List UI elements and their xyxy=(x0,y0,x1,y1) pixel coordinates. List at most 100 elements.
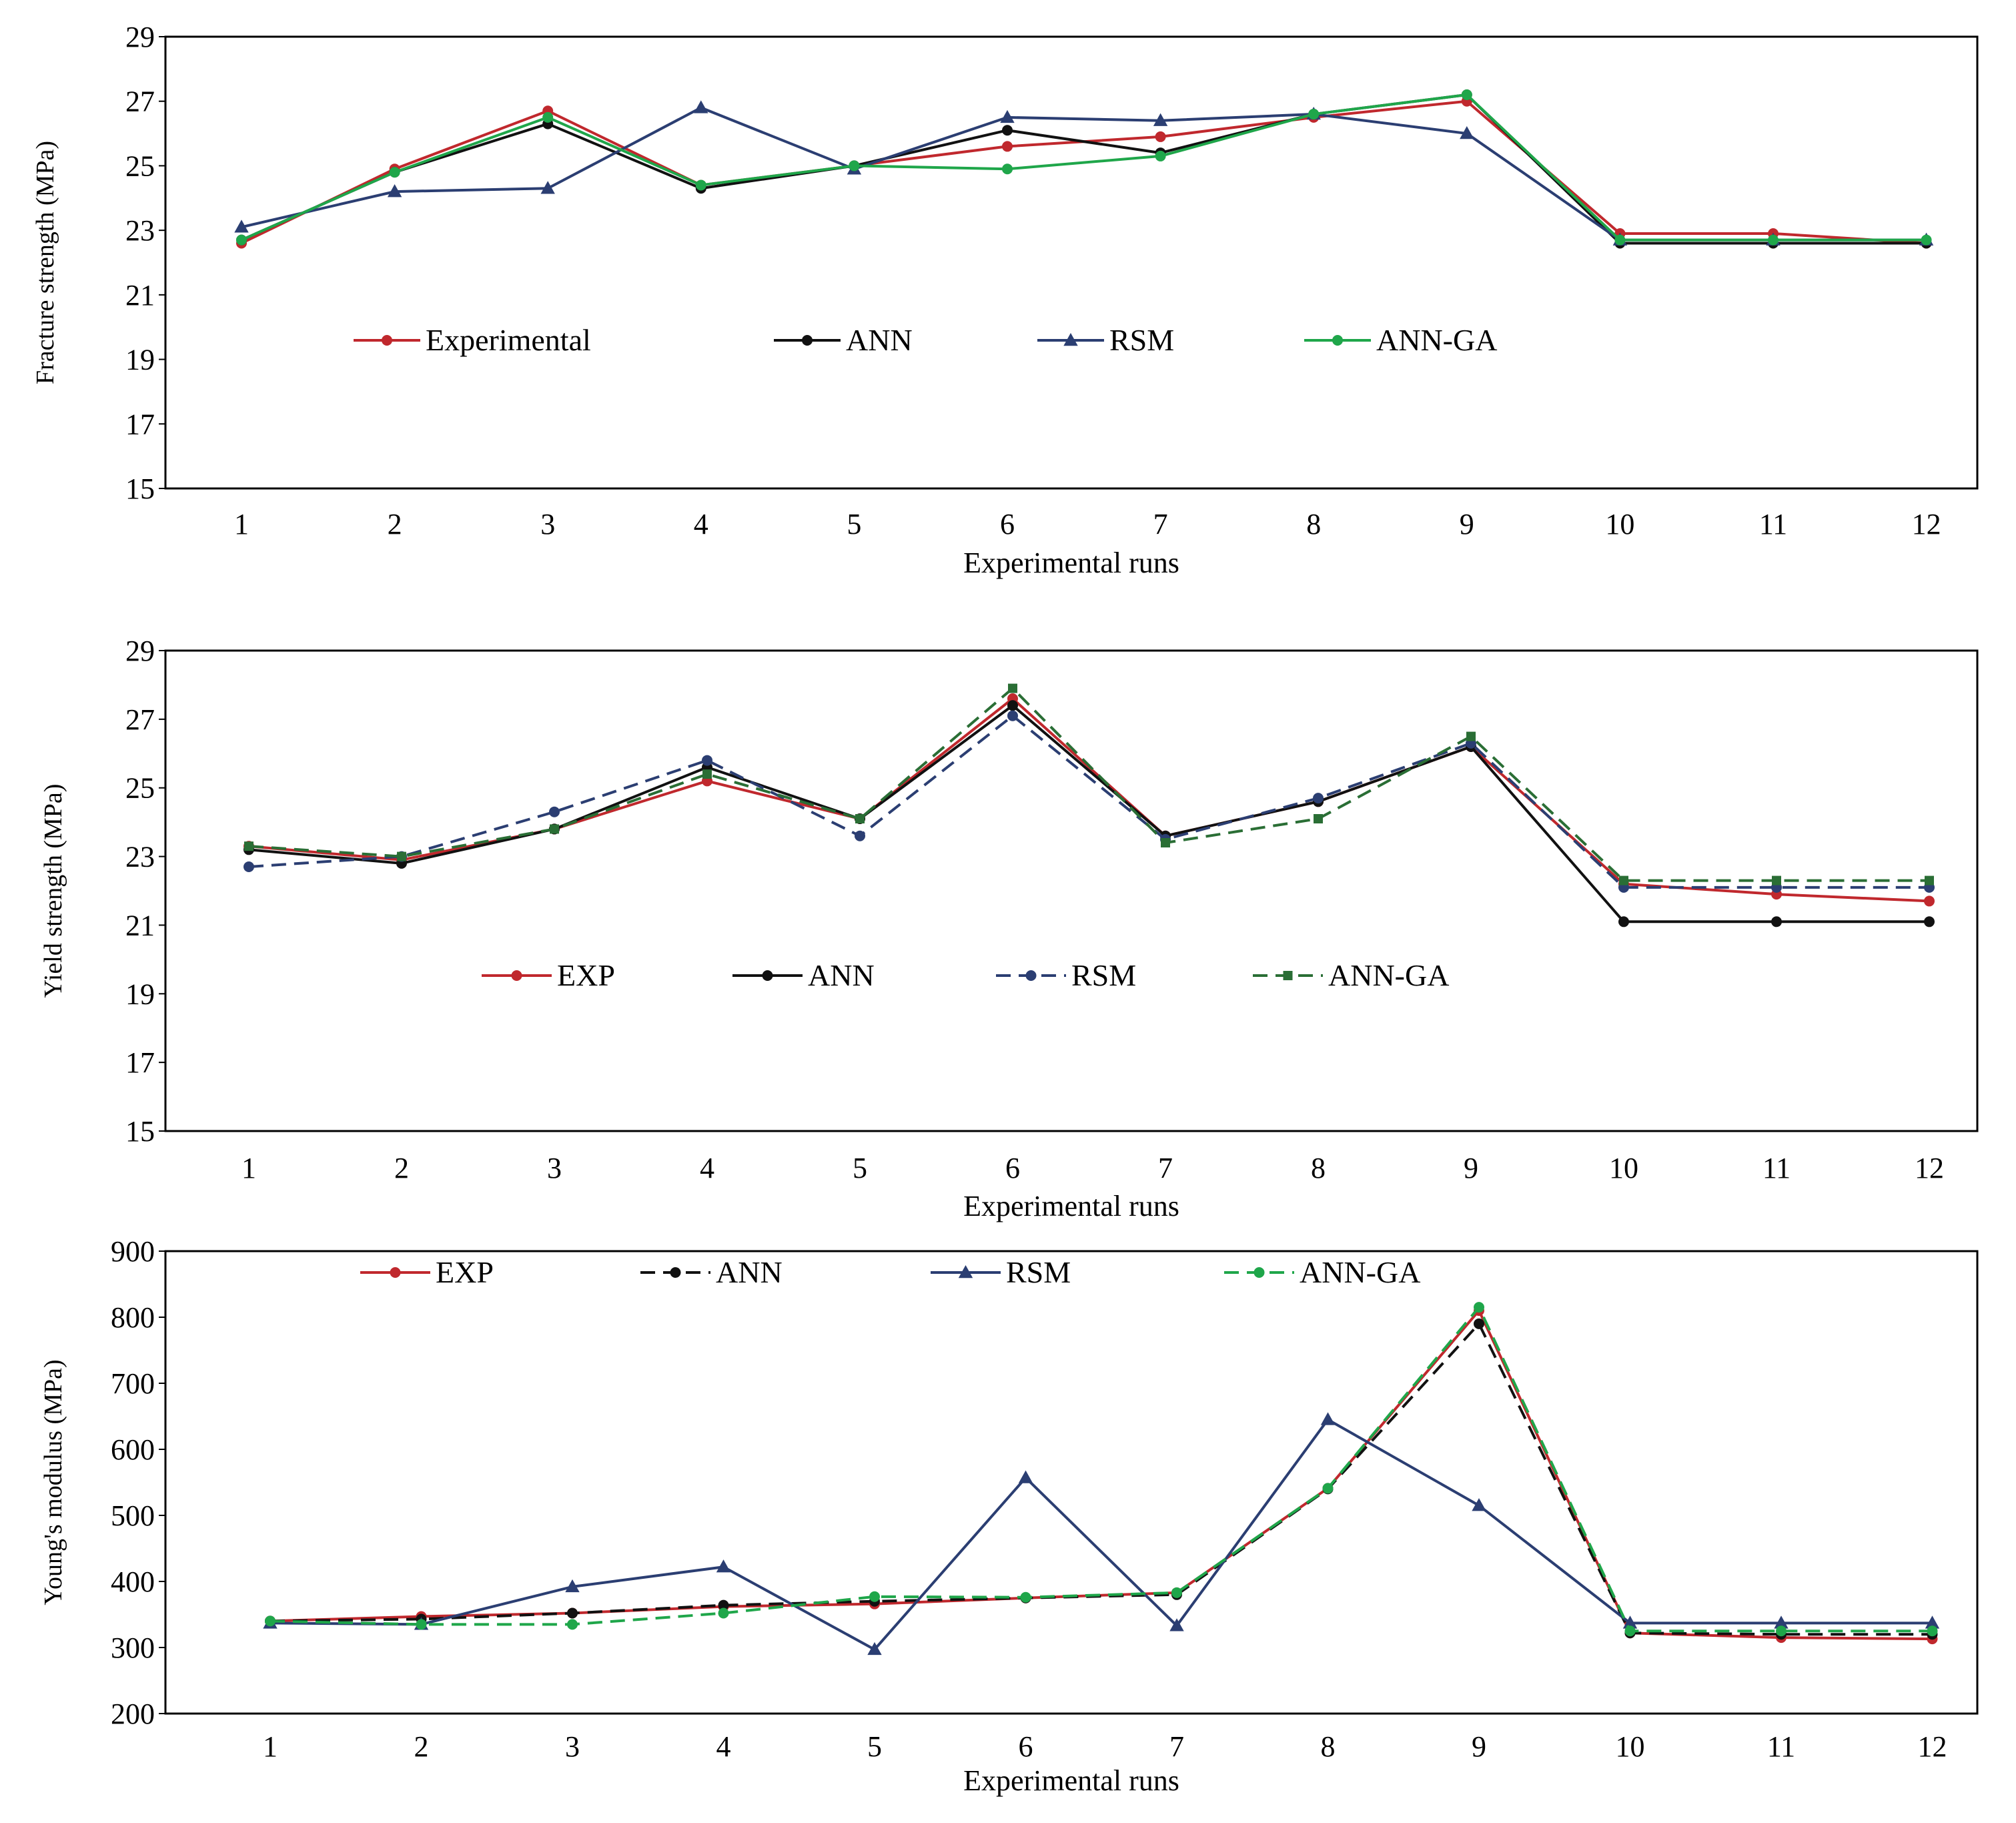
series-rsm xyxy=(263,1412,1940,1656)
data-point xyxy=(1921,234,1932,246)
data-point xyxy=(1624,1625,1636,1637)
data-point xyxy=(1772,875,1781,885)
series-line xyxy=(270,1418,1933,1651)
x-tick-label: 12 xyxy=(1915,1152,1944,1184)
legend: EXP ANN RSM ANN-GA xyxy=(360,1255,1420,1289)
x-tick-label: 5 xyxy=(867,1730,882,1763)
data-point xyxy=(1466,731,1476,741)
data-point xyxy=(1007,710,1018,721)
data-point xyxy=(1927,1625,1938,1637)
x-tick-label: 2 xyxy=(414,1730,429,1763)
x-tick-label: 2 xyxy=(388,508,402,540)
data-point xyxy=(1619,875,1628,885)
legend-label: EXP xyxy=(436,1255,494,1289)
series-line xyxy=(241,99,1927,245)
plot-frame xyxy=(164,35,1979,490)
data-point xyxy=(718,1607,729,1619)
legend: EXP ANN RSM ANN-GA xyxy=(482,958,1449,992)
series-rsm xyxy=(234,100,1934,246)
series-line xyxy=(270,1306,1933,1633)
series-ann-ga xyxy=(265,1302,1938,1637)
data-point xyxy=(869,1591,880,1602)
data-point xyxy=(718,1599,729,1611)
data-point xyxy=(565,1579,580,1593)
y-axis-title: Yield strength (MPa) xyxy=(39,784,67,998)
y-tick-label: 200 xyxy=(111,1698,155,1730)
data-point xyxy=(1002,163,1013,175)
x-tick-label: 3 xyxy=(540,508,555,540)
data-point xyxy=(1474,1318,1484,1329)
y-tick-label: 17 xyxy=(125,1046,155,1079)
data-point xyxy=(1007,700,1018,711)
data-point xyxy=(1776,1625,1787,1637)
data-point xyxy=(542,111,554,123)
x-tick-label: 9 xyxy=(1464,1152,1478,1184)
x-tick-label: 1 xyxy=(234,508,249,540)
data-point xyxy=(1002,125,1013,136)
x-tick-label: 2 xyxy=(394,1152,409,1184)
x-tick-label: 10 xyxy=(1609,1152,1638,1184)
x-tick-label: 6 xyxy=(1019,1730,1033,1763)
data-point xyxy=(694,100,708,113)
data-point xyxy=(1155,150,1166,161)
data-point xyxy=(549,806,560,817)
legend-marker xyxy=(958,1264,973,1279)
y-tick-label: 27 xyxy=(125,703,155,736)
x-tick-label: 12 xyxy=(1912,508,1941,540)
data-point xyxy=(1322,1483,1334,1494)
x-tick-label: 9 xyxy=(1460,508,1474,540)
legend-label: ANN xyxy=(846,323,913,357)
x-tick-label: 7 xyxy=(1153,508,1168,540)
series-line xyxy=(270,1322,1933,1636)
data-point xyxy=(265,1615,276,1627)
legend-marker xyxy=(390,1267,401,1278)
y-tick-label: 15 xyxy=(125,472,155,505)
x-tick-label: 8 xyxy=(1311,1152,1326,1184)
data-point xyxy=(1155,131,1166,142)
y-tick-label: 19 xyxy=(125,344,155,376)
series-exp xyxy=(265,1305,1938,1645)
y-tick-label: 21 xyxy=(125,909,155,942)
data-point xyxy=(695,179,706,191)
data-point xyxy=(1313,793,1324,804)
data-point xyxy=(1314,814,1323,823)
x-tick-label: 11 xyxy=(1762,1152,1791,1184)
legend-label: ANN-GA xyxy=(1376,323,1497,357)
x-tick-label: 7 xyxy=(1158,1152,1173,1184)
series-rsm xyxy=(243,710,1935,893)
data-point xyxy=(855,814,865,823)
x-tick-label: 7 xyxy=(1169,1730,1184,1763)
data-point xyxy=(1018,1470,1033,1483)
legend-marker xyxy=(762,970,773,981)
legend-label: RSM xyxy=(1109,323,1174,357)
series-line xyxy=(241,93,1927,245)
x-tick-label: 6 xyxy=(1000,508,1015,540)
data-point xyxy=(397,851,406,861)
legend-label: EXP xyxy=(557,958,615,992)
y-tick-label: 27 xyxy=(125,85,155,118)
series-ann xyxy=(265,1318,1938,1640)
data-point xyxy=(1153,113,1168,126)
legend-marker xyxy=(670,1267,681,1278)
data-point xyxy=(1000,109,1015,123)
data-point xyxy=(702,755,712,766)
data-point xyxy=(1614,234,1626,246)
series-line xyxy=(241,93,1927,242)
data-point xyxy=(550,824,559,834)
x-tick-label: 9 xyxy=(1472,1730,1486,1763)
x-tick-label: 4 xyxy=(694,508,708,540)
x-axis-title: Experimental runs xyxy=(963,546,1179,579)
series-line xyxy=(248,697,1930,903)
series-ann-ga xyxy=(244,683,1934,885)
y-tick-label: 29 xyxy=(125,21,155,53)
y-tick-label: 23 xyxy=(125,214,155,247)
plot-frame xyxy=(164,649,1979,1132)
x-tick-label: 5 xyxy=(847,508,861,540)
legend-label: ANN-GA xyxy=(1300,1255,1420,1289)
data-point xyxy=(1171,1587,1182,1598)
legend-label: ANN xyxy=(716,1255,783,1289)
data-point xyxy=(1925,875,1934,885)
data-point xyxy=(1472,1498,1486,1511)
legend-label: Experimental xyxy=(426,323,591,357)
